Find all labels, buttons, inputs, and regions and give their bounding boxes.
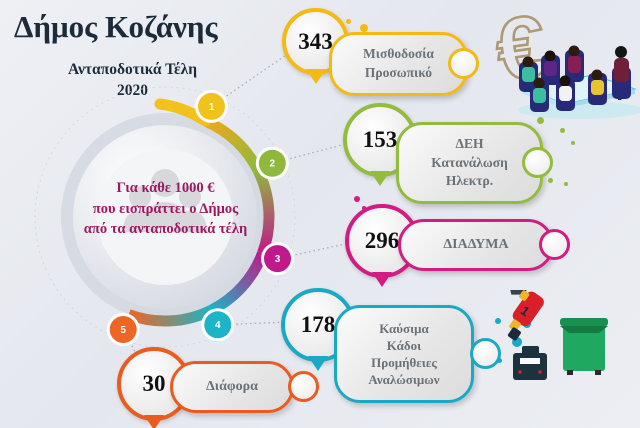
svg-text:4: 4 xyxy=(215,320,221,331)
svg-text:5: 5 xyxy=(120,325,126,336)
svg-text:2: 2 xyxy=(270,159,276,170)
svg-text:3: 3 xyxy=(275,254,281,265)
svg-text:1: 1 xyxy=(209,102,215,113)
